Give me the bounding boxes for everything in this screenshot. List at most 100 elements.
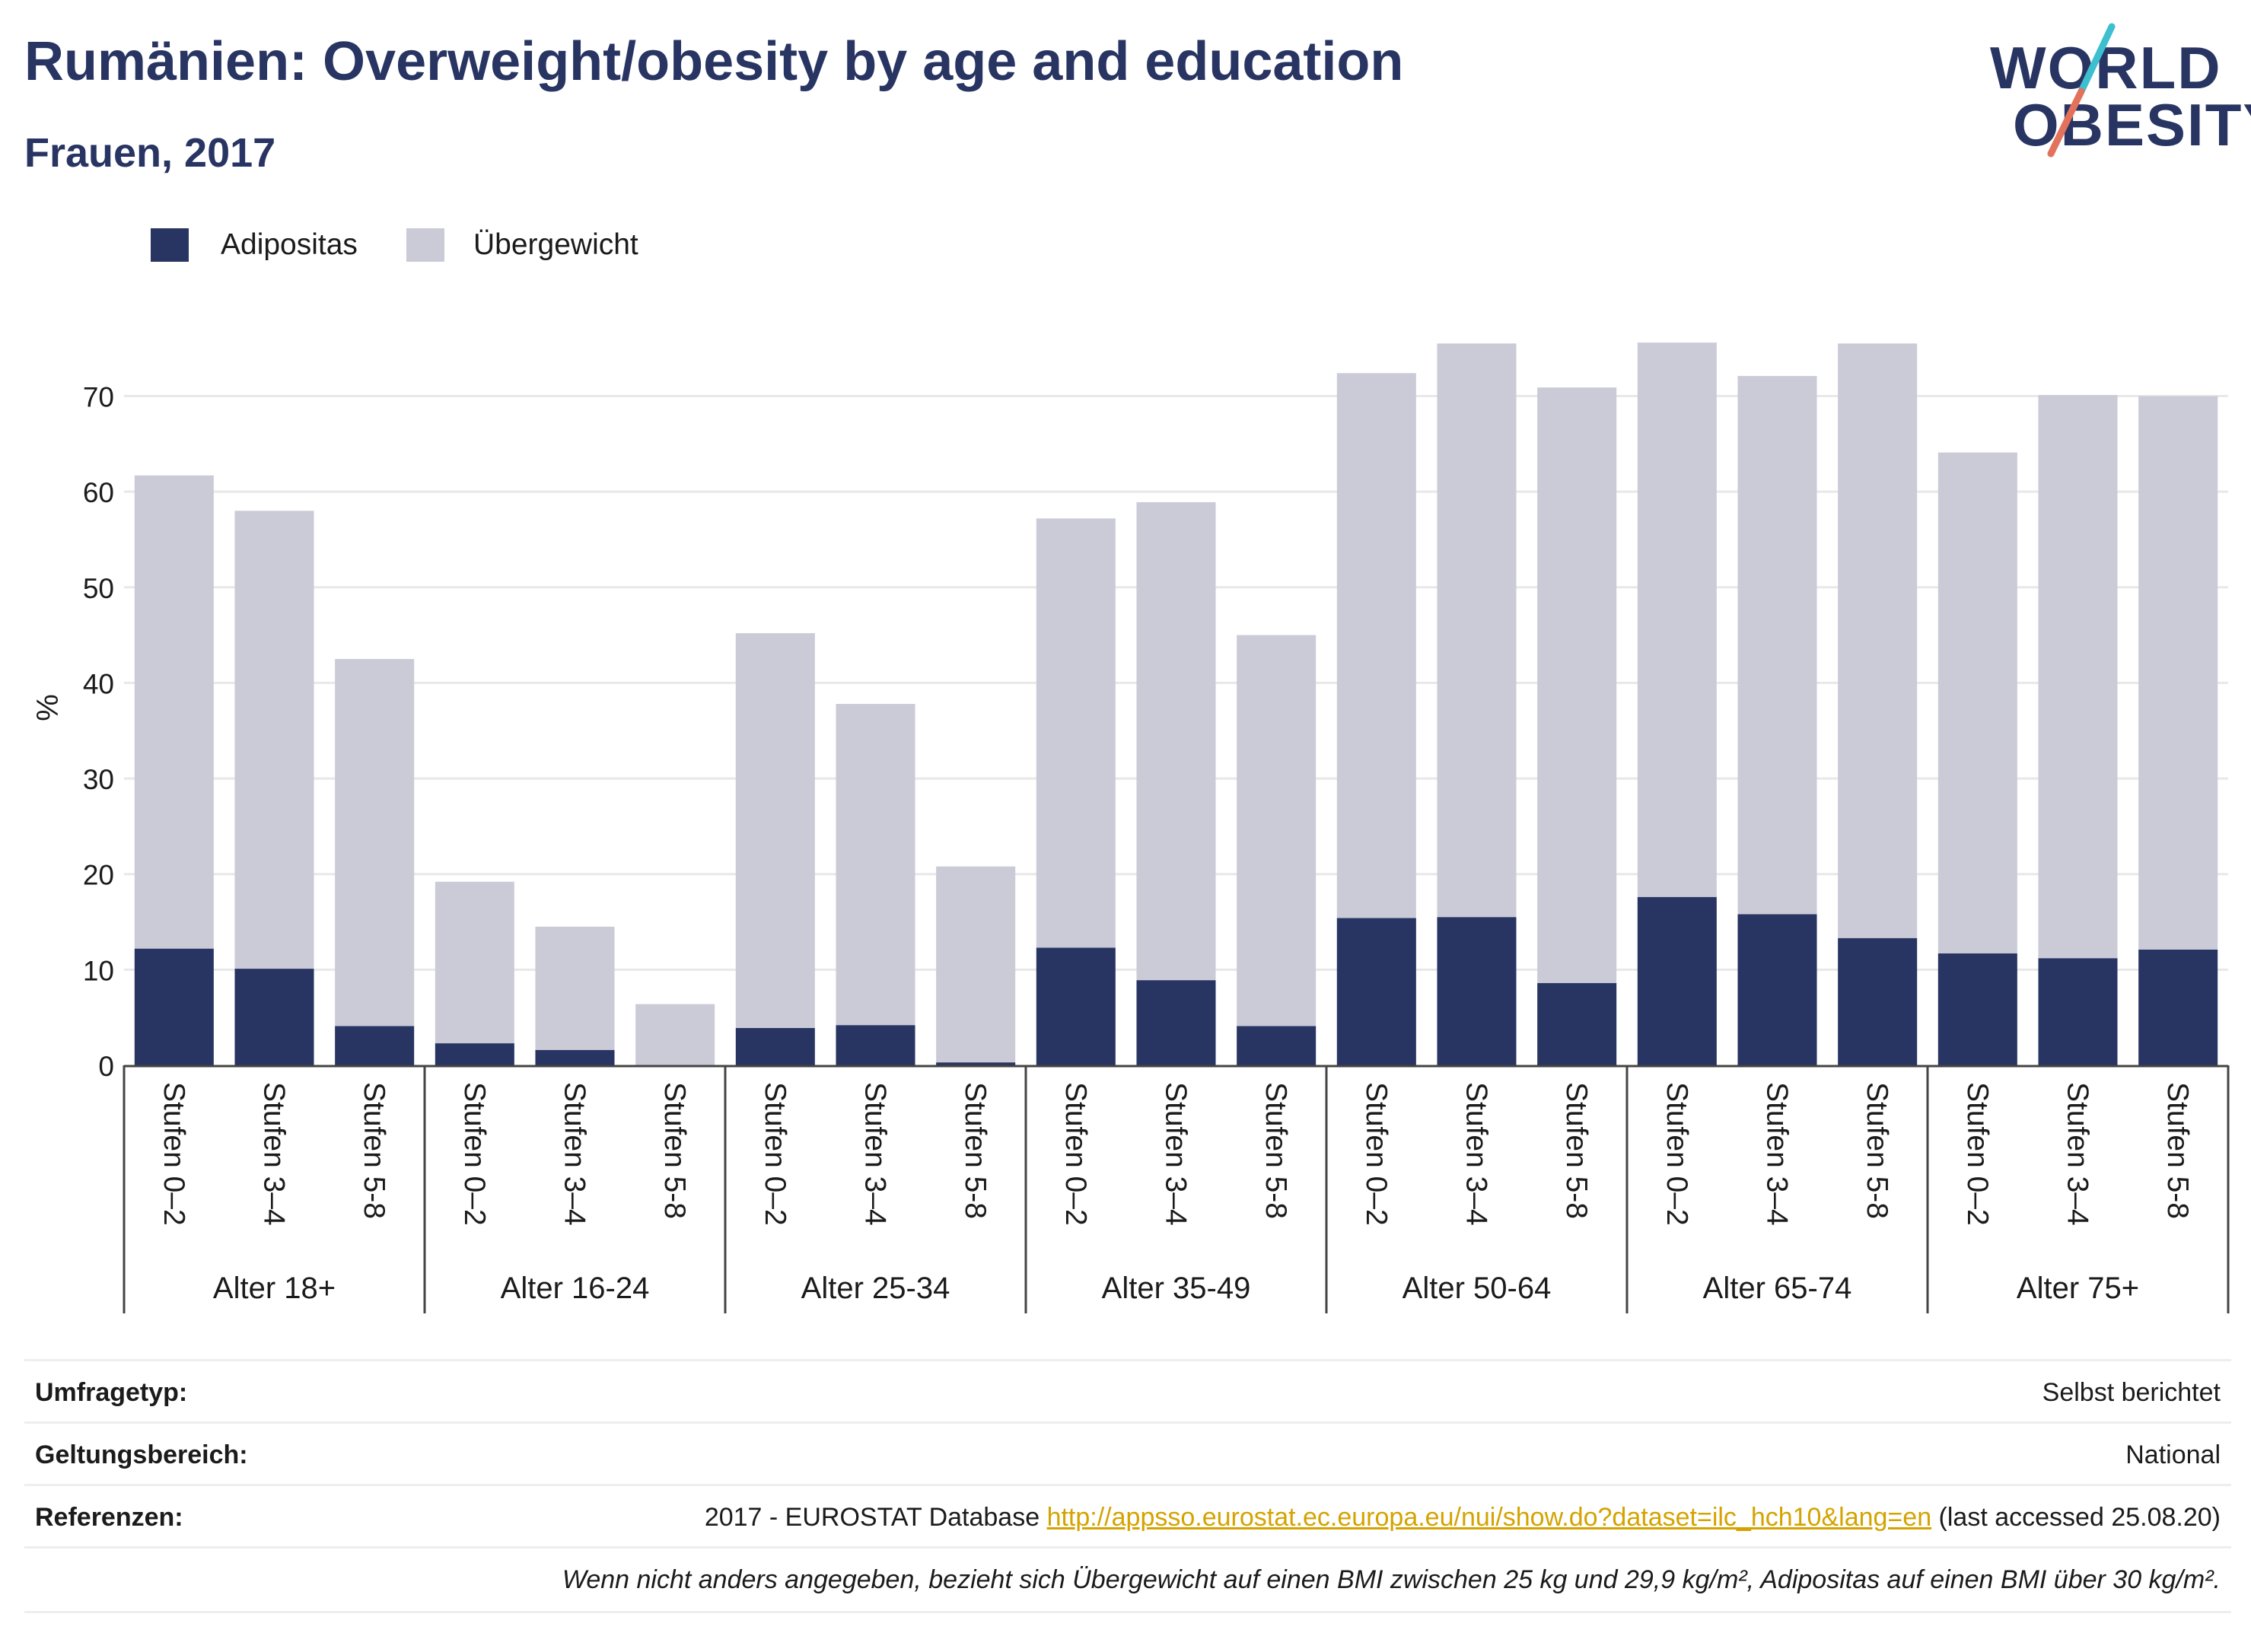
x-tick-label: Stufen 5-8: [1560, 1082, 1593, 1219]
x-tick-label: Stufen 0–2: [458, 1082, 491, 1226]
bar-overweight: [836, 704, 915, 1026]
x-tick-label: Stufen 5-8: [358, 1082, 390, 1219]
bar-overweight: [2138, 396, 2218, 950]
references-value: 2017 - EUROSTAT Database http://appsso.e…: [705, 1486, 2221, 1549]
footer-row-scope: Geltungsbereich: National: [24, 1421, 2231, 1486]
x-tick-label: Stufen 0–2: [759, 1082, 791, 1226]
bar-obesity: [735, 1028, 815, 1065]
y-tick-label: 60: [83, 477, 114, 508]
bar-overweight: [234, 511, 314, 969]
bmi-definition-note: Wenn nicht anders angegeben, bezieht sic…: [562, 1565, 2221, 1594]
bar-overweight: [535, 926, 615, 1050]
bar-overweight: [1937, 452, 2017, 953]
group-label: Alter 25-34: [801, 1272, 950, 1305]
x-tick-label: Stufen 5-8: [1259, 1082, 1292, 1219]
x-tick-label: Stufen 5-8: [1861, 1082, 1893, 1219]
bar-obesity: [1237, 1026, 1317, 1065]
y-tick-label: 50: [83, 573, 114, 604]
bar-obesity: [335, 1026, 415, 1065]
x-tick-label: Stufen 0–2: [158, 1082, 190, 1226]
bar-obesity: [1838, 937, 1918, 1065]
bar-obesity: [1036, 947, 1116, 1065]
x-tick-label: Stufen 3–4: [859, 1082, 892, 1226]
page-subtitle: Frauen, 2017: [24, 130, 276, 176]
legend-label-obesity: Adipositas: [221, 228, 358, 261]
bar-overweight: [1737, 376, 1817, 915]
group-label: Alter 65-74: [1703, 1272, 1852, 1305]
bar-obesity: [1637, 896, 1717, 1065]
bar-obesity: [1336, 918, 1416, 1065]
legend-label-overweight: Übergewicht: [473, 228, 638, 261]
bar-overweight: [134, 475, 214, 949]
bar-obesity: [1136, 980, 1216, 1065]
bar-overweight: [1838, 343, 1918, 938]
references-suffix: (last accessed 25.08.20): [1931, 1503, 2221, 1532]
bar-overweight: [1336, 373, 1416, 918]
y-axis-label: %: [31, 694, 65, 721]
bar-overweight: [1237, 635, 1317, 1027]
x-tick-label: Stufen 5-8: [2161, 1082, 2194, 1219]
references-link[interactable]: http://appsso.eurostat.ec.europa.eu/nui/…: [1046, 1503, 1932, 1532]
bar-obesity: [134, 948, 214, 1065]
group-label: Alter 16-24: [501, 1272, 650, 1305]
x-tick-label: Stufen 3–4: [2062, 1082, 2094, 1226]
x-tick-label: Stufen 0–2: [1961, 1082, 1994, 1226]
bar-obesity: [1737, 914, 1817, 1065]
x-tick-label: Stufen 3–4: [1761, 1082, 1794, 1226]
group-label: Alter 50-64: [1402, 1272, 1552, 1305]
group-label: Alter 35-49: [1102, 1272, 1251, 1305]
x-tick-label: Stufen 3–4: [1160, 1082, 1192, 1226]
survey-type-label: Umfragetyp:: [35, 1378, 188, 1407]
x-tick-label: Stufen 3–4: [1460, 1082, 1493, 1226]
x-tick-label: Stufen 3–4: [559, 1082, 591, 1226]
y-tick-label: 20: [83, 860, 114, 891]
y-tick-label: 40: [83, 668, 114, 699]
bar-overweight: [1537, 387, 1617, 983]
bar-overweight: [335, 659, 415, 1027]
bar-overweight: [1036, 518, 1116, 948]
references-label: Referenzen:: [35, 1503, 183, 1532]
y-tick-label: 10: [83, 955, 114, 986]
bar-overweight: [936, 866, 1016, 1063]
y-tick-label: 30: [83, 764, 114, 795]
footer-row-survey: Umfragetyp: Selbst berichtet: [24, 1359, 2231, 1424]
bar-overweight: [635, 1004, 715, 1065]
bar-obesity: [936, 1062, 1016, 1065]
bar-overweight: [735, 633, 815, 1028]
bar-obesity: [1437, 917, 1517, 1065]
logo-slash-icon: [2047, 23, 2116, 158]
bar-obesity: [234, 969, 314, 1065]
x-tick-label: Stufen 0–2: [1360, 1082, 1393, 1226]
world-obesity-logo: WORLD OBESITY: [1979, 23, 2251, 160]
bar-obesity: [2138, 949, 2218, 1065]
references-prefix: 2017 - EUROSTAT Database: [704, 1503, 1047, 1532]
x-tick-label: Stufen 3–4: [258, 1082, 291, 1226]
bar-obesity: [435, 1043, 514, 1065]
footer-row-note: Wenn nicht anders angegeben, bezieht sic…: [24, 1546, 2231, 1613]
bar-obesity: [836, 1025, 915, 1065]
group-label: Alter 18+: [213, 1272, 336, 1305]
scope-value: National: [2125, 1440, 2221, 1469]
stacked-bar-chart: 0 10 20 30 40 50 60 70% Stufen 0–2 Stufen 3–4 Stuf…: [31, 342, 2230, 1313]
x-tick-label: Stufen 0–2: [1059, 1082, 1092, 1226]
bar-overweight: [1437, 343, 1517, 918]
x-tick-label: Stufen 5-8: [658, 1082, 691, 1219]
bar-obesity: [2038, 958, 2118, 1065]
bar-obesity: [1937, 953, 2017, 1065]
survey-type-value: Selbst berichtet: [2042, 1378, 2221, 1407]
bar-obesity: [1537, 982, 1617, 1065]
bar-overweight: [1136, 501, 1216, 981]
page-title: Rumänien: Overweight/obesity by age and …: [24, 31, 1404, 92]
legend-swatch-overweight: [406, 228, 444, 262]
legend-swatch-obesity: [151, 228, 189, 262]
scope-label: Geltungsbereich:: [35, 1440, 248, 1469]
x-tick-label: Stufen 5-8: [959, 1082, 992, 1219]
x-tick-label: Stufen 0–2: [1660, 1082, 1693, 1226]
bar-overweight: [2038, 395, 2118, 959]
y-tick-label: 70: [83, 382, 114, 413]
y-tick-label: 0: [98, 1051, 114, 1082]
bar-overweight: [435, 881, 514, 1044]
bar-obesity: [535, 1049, 615, 1065]
group-label: Alter 75+: [2017, 1272, 2139, 1305]
bar-overweight: [1637, 342, 1717, 897]
